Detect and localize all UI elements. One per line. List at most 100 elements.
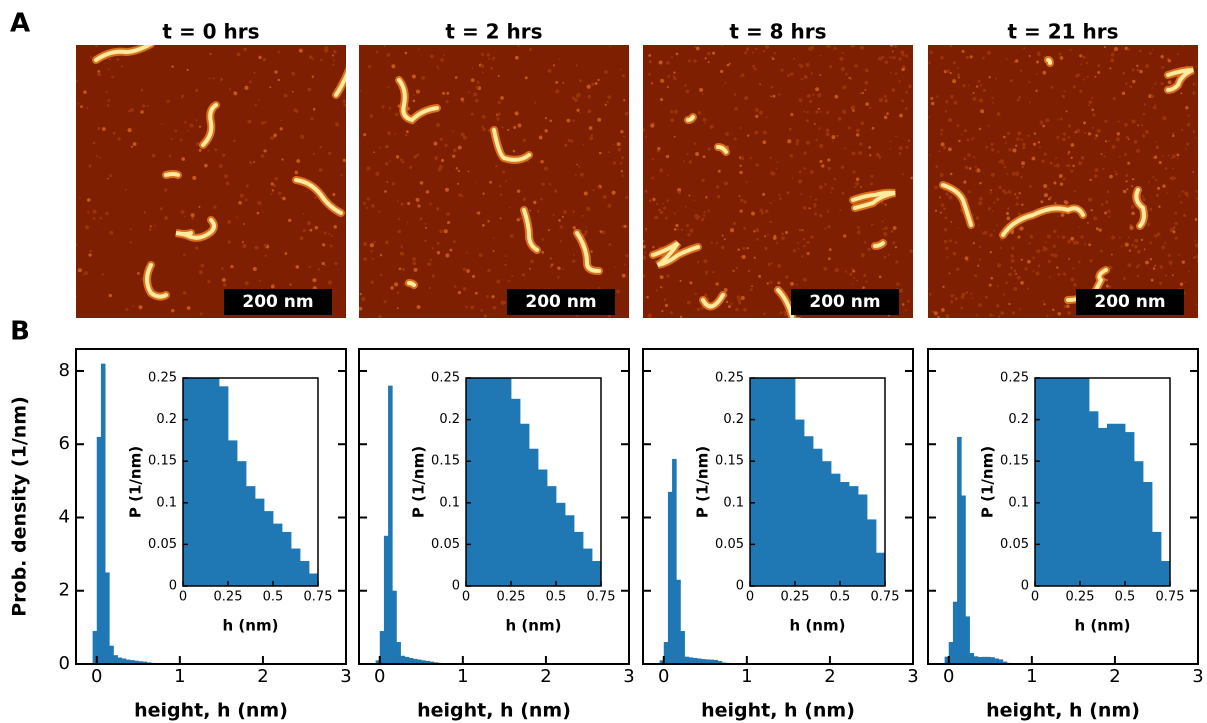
histogram-bar [210,378,220,586]
afm-speck [89,249,93,253]
afm-speck [868,146,871,149]
afm-speck [1098,228,1102,232]
afm-speck [1104,140,1108,143]
afm-speck [1111,235,1116,240]
afm-speck [657,149,661,153]
afm-speck [95,155,98,158]
histogram-bar [867,519,877,586]
afm-speck [1115,172,1118,176]
afm-speck [1042,70,1047,75]
afm-speck [949,45,953,48]
afm-speck [1028,81,1031,84]
afm-speck [1031,156,1036,161]
afm-speck [1047,234,1051,239]
afm-speck [1114,47,1119,52]
afm-speck [1134,238,1139,243]
afm-speck [654,215,659,220]
afm-speck [993,201,996,204]
histogram-bar [484,378,494,586]
afm-speck [723,287,728,293]
afm-speck [781,236,785,240]
afm-speck [975,314,978,317]
afm-speck [1177,253,1180,256]
afm-speck [1105,284,1109,288]
x-tick-label: 1 [457,666,468,687]
afm-speck [544,129,548,133]
afm-speck [394,132,396,135]
histogram-bar [876,552,885,586]
afm-speck [945,100,949,104]
afm-speck [1082,78,1085,81]
afm-speck [270,193,273,196]
x-tick-label: 2 [1109,666,1120,687]
afm-speck [527,160,530,163]
afm-speck [795,138,800,143]
afm-speck [370,280,374,284]
afm-speck [864,88,867,91]
afm-speck [1018,96,1022,99]
afm-speck [222,153,226,157]
afm-speck [107,177,109,180]
afm-speck [517,123,522,128]
afm-speck [956,124,960,128]
afm-speck [815,110,819,114]
histogram-bar [957,436,962,664]
afm-speck [1126,135,1130,140]
afm-speck [514,55,519,60]
histogram-bar [264,511,274,586]
afm-speck [824,182,827,186]
afm-speck [1135,265,1139,269]
histogram-bar [831,473,841,586]
afm-speck [988,76,991,79]
afm-speck [400,252,405,256]
afm-speck [947,117,953,123]
afm-speck [929,50,933,54]
afm-speck [1066,304,1070,309]
afm-speck [809,195,812,198]
afm-speck [723,181,729,186]
afm-speck [1129,85,1133,89]
afm-speck [387,131,391,136]
afm-speck [443,229,448,234]
histogram-bar [948,642,954,664]
image-title: t = 21 hrs [1007,20,1118,44]
histogram-bar [475,378,485,586]
afm-speck [470,112,474,116]
afm-speck [665,61,670,65]
afm-speck [857,225,860,229]
afm-speck [1087,132,1092,136]
afm-speck [883,232,888,237]
afm-speck [989,189,992,192]
afm-speck [404,51,408,55]
histogram-bar [309,573,318,586]
afm-speck [253,161,255,164]
afm-image [76,45,346,318]
afm-speck [799,64,804,69]
afm-speck [777,281,781,285]
afm-speck [1062,137,1066,142]
afm-speck [671,55,674,58]
afm-speck [1195,65,1198,68]
afm-speck [1055,157,1058,160]
afm-speck [805,62,810,67]
afm-speck [109,58,111,61]
afm-speck [164,216,168,221]
afm-speck [747,134,750,137]
afm-speck [179,138,183,142]
afm-speck [717,169,721,173]
afm-speck [744,51,748,55]
afm-speck [972,242,975,245]
afm-speck [576,108,580,112]
afm-speck [599,230,603,233]
afm-speck [460,97,464,101]
afm-speck [852,170,856,174]
afm-speck [555,80,559,84]
afm-speck [323,231,327,235]
afm-speck [1008,148,1012,152]
histogram-bar [201,378,211,586]
histogram-bar [768,378,778,586]
afm-speck [939,172,944,177]
bars [1035,378,1170,586]
afm-speck [1151,48,1154,51]
afm-speck [1147,222,1151,227]
